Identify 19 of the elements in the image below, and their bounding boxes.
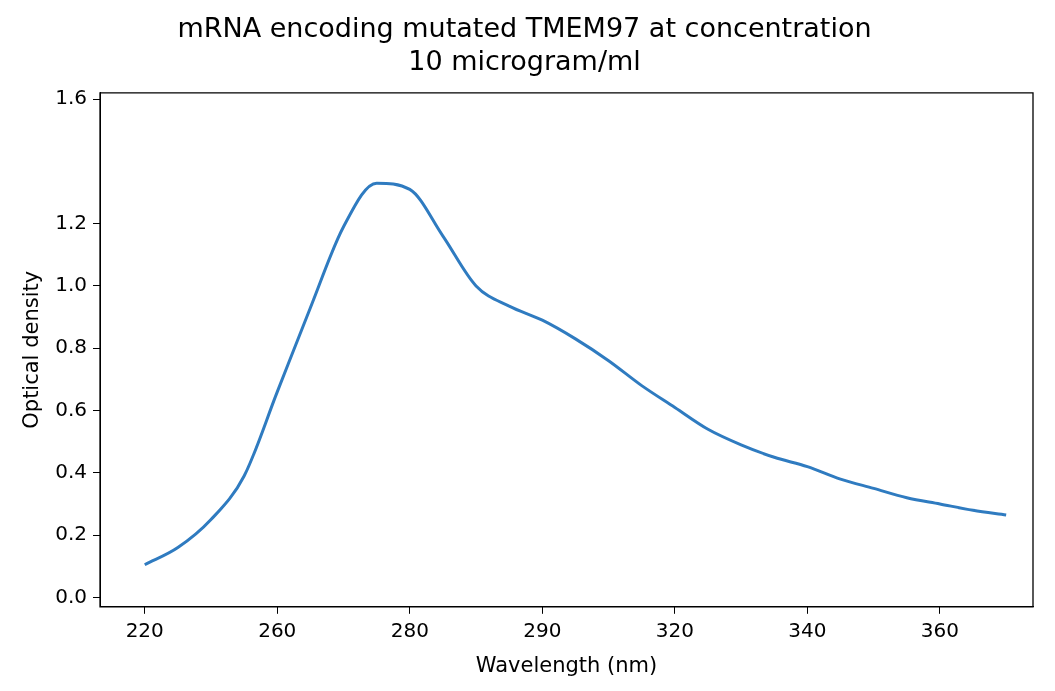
x-tick-label: 260 [258, 618, 297, 642]
x-tick-label: 320 [655, 618, 694, 642]
line-series [143, 181, 1008, 567]
y-tick-label: 0.0 [55, 583, 88, 608]
x-tick-label: 220 [125, 618, 164, 642]
x-tick-label: 360 [920, 618, 959, 642]
y-tick-label: 1.0 [55, 272, 88, 297]
chart-title: mRNA encoding mutated TMEM97 at concentration 10 microgram/ml [177, 12, 872, 76]
y-tick-label: 0.6 [55, 396, 88, 421]
y-tick-label: 1.2 [55, 209, 88, 234]
y-axis-title: Optical density [19, 270, 44, 429]
y-tick-label: 0.4 [55, 459, 88, 484]
x-axis-title: Wavelength (nm) [475, 652, 658, 677]
y-tick-label: 0.8 [55, 334, 88, 359]
x-tick-label: 290 [523, 618, 562, 642]
y-tick-label: 0.2 [55, 521, 88, 546]
y-tick-label: 1.6 [55, 85, 88, 110]
x-tick-label: 280 [390, 618, 429, 642]
x-tick-label: 340 [788, 618, 827, 642]
